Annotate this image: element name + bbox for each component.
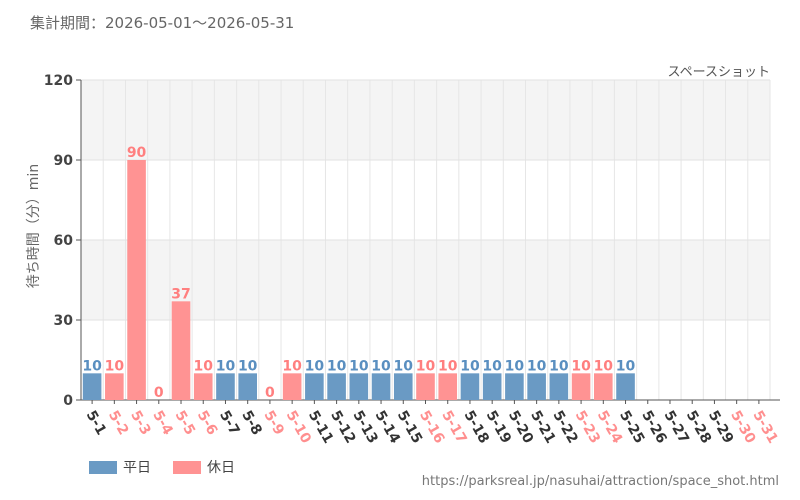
bar-5-2 (105, 373, 124, 400)
data-label-5-15: 10 (394, 358, 414, 374)
bar-5-23 (571, 373, 591, 400)
data-label-5-9: 0 (265, 385, 275, 401)
bar-5-14 (371, 373, 391, 400)
data-label-5-11: 10 (305, 358, 325, 374)
legend-item-weekday[interactable]: 平日 (89, 457, 151, 477)
plot-band (81, 240, 770, 320)
bar-5-20 (505, 373, 524, 400)
bar-5-3 (127, 160, 146, 400)
bar-5-11 (305, 373, 324, 400)
y-tick-label: 90 (54, 153, 74, 169)
plot-band (81, 80, 770, 160)
bar-5-6 (193, 373, 213, 400)
legend-swatch-holiday (173, 460, 201, 474)
x-tick-label-5-3: 5-3 (127, 408, 154, 438)
bar-5-15 (393, 373, 413, 400)
source-url: https://parksreal.jp/nasuhai/attraction/… (421, 474, 779, 489)
x-tick-label-5-7: 5-7 (216, 408, 243, 438)
data-label-5-20: 10 (505, 358, 525, 374)
data-label-5-1: 10 (82, 358, 102, 374)
x-tick-label-5-6: 5-6 (194, 408, 221, 438)
data-label-5-22: 10 (549, 358, 569, 374)
data-label-5-23: 10 (571, 358, 591, 374)
legend: 平日 休日 (89, 457, 257, 477)
data-label-5-25: 10 (616, 358, 636, 374)
plot-band (81, 160, 770, 240)
data-label-5-17: 10 (438, 358, 458, 374)
bar-5-8 (238, 373, 257, 400)
y-tick-label: 120 (44, 73, 73, 89)
bar-5-22 (549, 373, 569, 400)
bar-5-19 (482, 373, 502, 400)
bar-5-17 (438, 373, 458, 400)
legend-swatch-weekday (89, 460, 117, 474)
data-label-5-10: 10 (282, 358, 302, 374)
data-label-5-12: 10 (327, 358, 347, 374)
x-tick-label-5-4: 5-4 (149, 408, 176, 438)
bar-5-1 (82, 373, 102, 400)
period-label: 集計期間：2026-05-01～2026-05-31 (30, 14, 295, 32)
chart-title: スペースショット (667, 65, 770, 80)
bar-5-5 (171, 301, 191, 400)
data-label-5-18: 10 (460, 358, 480, 374)
bar-5-10 (282, 373, 302, 400)
data-label-5-14: 10 (371, 358, 391, 374)
bar-5-21 (527, 373, 546, 400)
legend-label-holiday: 休日 (207, 460, 235, 476)
x-tick-label-5-2: 5-2 (105, 408, 132, 438)
data-label-5-4: 0 (154, 385, 164, 401)
x-tick-label-5-9: 5-9 (260, 408, 287, 438)
data-label-5-3: 90 (127, 145, 147, 161)
data-label-5-7: 10 (216, 358, 236, 374)
x-tick-label-5-1: 5-1 (83, 408, 110, 438)
data-label-5-24: 10 (594, 358, 614, 374)
x-tick-label-5-8: 5-8 (238, 408, 265, 438)
bar-5-25 (616, 373, 635, 400)
legend-label-weekday: 平日 (123, 460, 151, 476)
y-tick-label: 60 (54, 233, 74, 249)
legend-item-holiday[interactable]: 休日 (173, 457, 235, 477)
bar-5-7 (216, 373, 235, 400)
bar-5-18 (460, 373, 480, 400)
x-tick-label-5-5: 5-5 (172, 408, 199, 438)
bar-5-13 (349, 373, 369, 400)
data-label-5-13: 10 (349, 358, 369, 374)
y-tick-label: 0 (63, 393, 73, 409)
y-tick-label: 30 (54, 313, 74, 329)
data-label-5-19: 10 (482, 358, 502, 374)
bar-5-16 (416, 373, 435, 400)
data-label-5-21: 10 (527, 358, 547, 374)
data-label-5-6: 10 (193, 358, 213, 374)
bar-5-12 (327, 373, 346, 400)
bar-5-24 (594, 373, 613, 400)
data-label-5-5: 37 (171, 286, 190, 302)
data-label-5-16: 10 (416, 358, 436, 374)
data-label-5-2: 10 (105, 358, 125, 374)
data-label-5-8: 10 (238, 358, 258, 374)
